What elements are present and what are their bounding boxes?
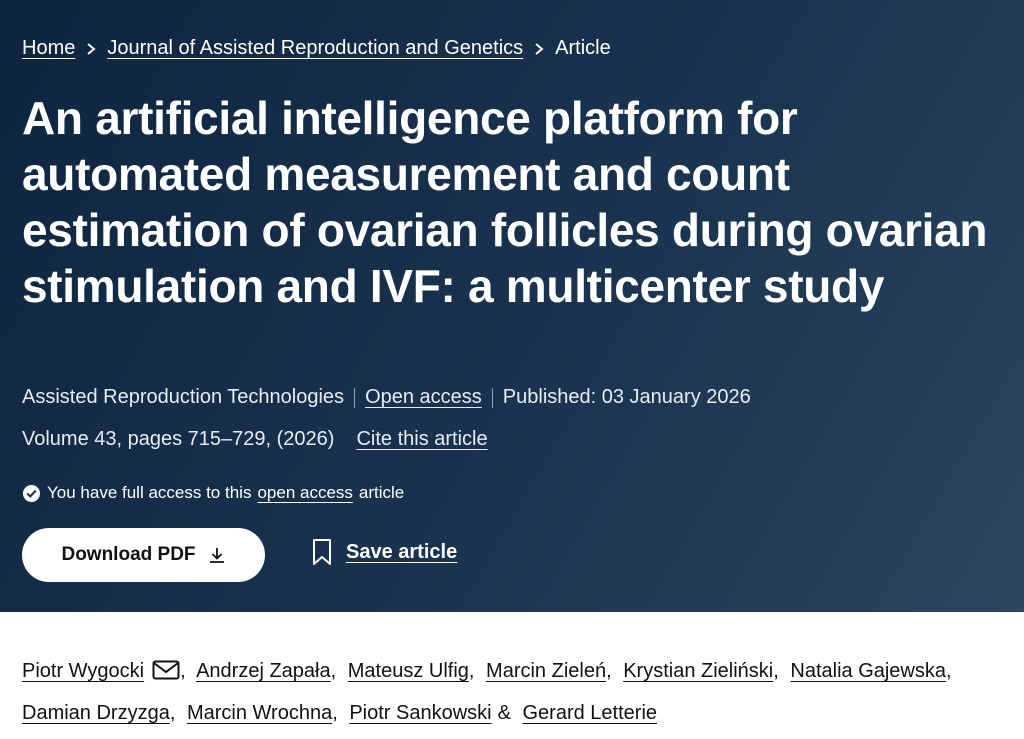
author-separator: , [180, 660, 186, 682]
author: Natalia Gajewska, [790, 660, 957, 682]
author: Marcin Zieleń, [486, 660, 618, 682]
author-link[interactable]: Natalia Gajewska [790, 660, 946, 682]
author-link[interactable]: Piotr Wygocki [22, 660, 145, 682]
access-link[interactable]: open access [257, 483, 353, 502]
author: Damian Drzyzga, [22, 702, 181, 724]
download-icon [209, 548, 224, 563]
published-date: Published: 03 January 2026 [502, 386, 751, 408]
button-label: Save article [346, 540, 458, 563]
author: Mateusz Ulfig, [348, 660, 481, 682]
journal-name: Assisted Reproduction Technologies [22, 386, 345, 408]
access-note: You have full access to this open access… [22, 483, 404, 503]
chevron-icon [87, 42, 96, 55]
author-link[interactable]: Mateusz Ulfig [347, 660, 469, 682]
author-separator: , [606, 660, 612, 682]
article-header: Home Journal of Assisted Reproduction an… [0, 0, 1024, 612]
divider [491, 387, 493, 408]
author-link[interactable]: Krystian Zieliński [623, 660, 774, 682]
article-meta: Assisted Reproduction Technologies Open … [22, 386, 751, 409]
author-link[interactable]: Marcin Wrochna [186, 702, 333, 724]
author-list: Piotr Wygocki, Andrzej Zapała, Mateusz U… [22, 650, 1012, 734]
author-link[interactable]: Damian Drzyzga [22, 702, 170, 724]
author: Andrzej Zapała, [196, 660, 342, 682]
access-text: article [358, 483, 405, 502]
save-article-button[interactable]: Save article [312, 538, 457, 566]
check-icon [22, 484, 41, 502]
breadcrumb-current: Article [555, 37, 611, 59]
chevron-icon [535, 42, 544, 55]
author: Gerard Letterie [523, 702, 658, 724]
volume-info: Volume 43, pages 715–729, (2026) [22, 428, 335, 450]
author-separator: , [773, 660, 779, 682]
author-link[interactable]: Marcin Zieleń [486, 660, 607, 682]
breadcrumb-link[interactable]: Home [22, 37, 76, 59]
volume-line: Volume 43, pages 715–729, (2026) Cite th… [22, 428, 488, 451]
author-link[interactable]: Andrzej Zapała [196, 660, 331, 682]
button-label: Download PDF [61, 544, 196, 565]
article-title: An artificial intelligence platform for … [22, 92, 988, 312]
author-separator: , [169, 702, 176, 724]
author: Piotr Sankowski & [349, 702, 517, 724]
author: Piotr Wygocki, [22, 660, 192, 682]
open-access-link[interactable]: Open access [365, 386, 482, 408]
author-separator: , [330, 660, 337, 682]
author-separator: , [332, 702, 338, 724]
download-pdf-button[interactable]: Download PDF [22, 528, 265, 582]
author: Marcin Wrochna, [187, 702, 344, 724]
divider [354, 387, 356, 408]
author-separator: & [497, 702, 511, 724]
email-icon[interactable] [152, 660, 180, 680]
author-link[interactable]: Piotr Sankowski [349, 702, 492, 724]
breadcrumbs: Home Journal of Assisted Reproduction an… [22, 37, 611, 60]
bookmark-icon [313, 539, 331, 565]
author-separator: , [946, 660, 952, 682]
breadcrumb-link[interactable]: Journal of Assisted Reproduction and Gen… [107, 37, 524, 59]
cite-link[interactable]: Cite this article [356, 428, 488, 450]
author: Krystian Zieliński, [623, 660, 785, 682]
author-link[interactable]: Gerard Letterie [522, 702, 658, 724]
author-separator: , [468, 660, 475, 682]
access-text: You have full access to this [47, 483, 252, 502]
